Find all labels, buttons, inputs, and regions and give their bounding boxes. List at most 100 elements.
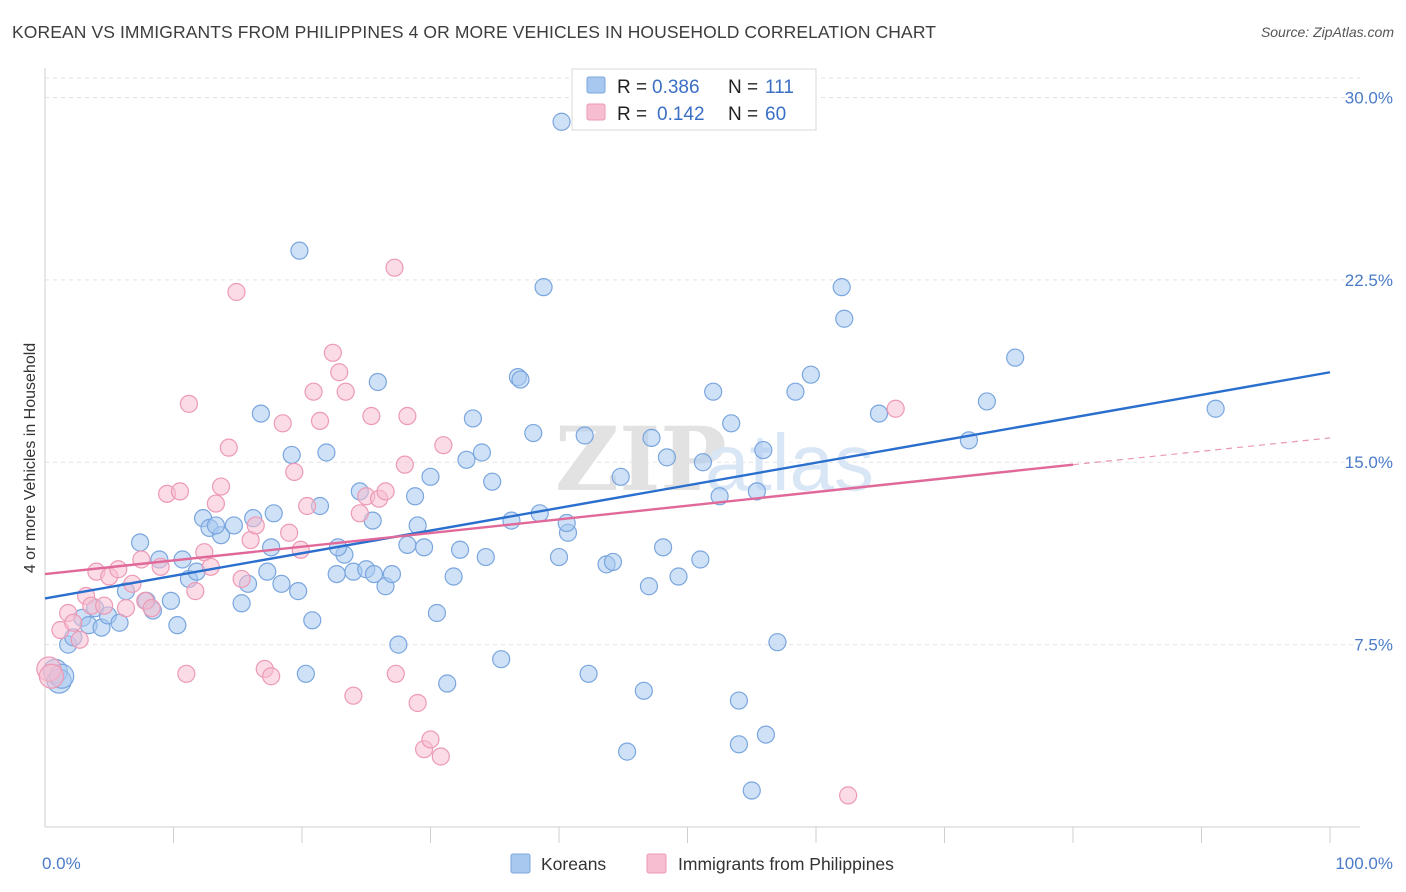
legend-swatch-koreans [510, 853, 531, 874]
y-tick-label-1: 15.0% [1345, 453, 1393, 472]
data-points [36, 112, 1225, 805]
korean-point-89 [669, 567, 688, 586]
korean-point-79 [579, 664, 598, 683]
korean-point-109 [1006, 348, 1025, 367]
korean-point-17 [168, 616, 187, 635]
korean-point-102 [786, 382, 805, 401]
korean-point-82 [611, 467, 630, 486]
korean-point-103 [801, 365, 820, 384]
korean-point-92 [704, 382, 723, 401]
korean-point-33 [272, 574, 291, 593]
korean-point-12 [130, 533, 150, 552]
korean-point-65 [476, 547, 495, 567]
philippines-point-34 [273, 414, 292, 433]
korean-point-38 [303, 611, 322, 630]
korean-point-35 [289, 582, 308, 601]
philippines-point-41 [323, 343, 342, 362]
korean-point-100 [756, 725, 775, 744]
korean-point-101 [768, 633, 787, 652]
philippines-point-42 [330, 363, 349, 382]
stats-n-value-1: 111 [765, 77, 794, 98]
korean-point-85 [639, 577, 659, 596]
korean-point-74 [549, 547, 569, 567]
korean-point-58 [427, 603, 447, 623]
philippines-point-22 [186, 582, 205, 601]
philippines-point-54 [408, 693, 427, 713]
watermark-atlas: atlas [705, 418, 874, 507]
stats-legend: R = 0.386 N = 111 R = 0.142 N = 60 [571, 68, 817, 131]
korean-point-110 [1206, 399, 1225, 418]
korean-point-29 [251, 404, 270, 423]
korean-point-86 [642, 428, 661, 448]
korean-point-105 [835, 309, 854, 328]
philippines-point-16 [142, 599, 161, 618]
philippines-point-44 [344, 686, 363, 705]
y-axis-label: 4 or more Vehicles in Household [22, 343, 39, 573]
philippines-point-59 [839, 786, 858, 805]
korean-point-32 [262, 538, 281, 557]
philippines-point-20 [177, 664, 196, 683]
korean-point-62 [457, 450, 476, 469]
philippines-point-47 [362, 406, 381, 426]
philippines-point-21 [179, 394, 199, 413]
korean-point-31 [264, 504, 283, 523]
korean-point-61 [450, 540, 470, 559]
korean-point-54 [405, 487, 425, 506]
korean-point-84 [634, 681, 653, 700]
philippines-point-28 [227, 282, 246, 302]
philippines-point-26 [211, 477, 231, 496]
philippines-point-35 [280, 523, 299, 542]
korean-point-41 [327, 564, 346, 584]
korean-point-77 [575, 426, 594, 445]
philippines-point-33 [262, 667, 281, 686]
korean-point-94 [722, 414, 741, 433]
korean-point-53 [398, 535, 417, 555]
philippines-point-4 [64, 613, 83, 632]
philippines-point-31 [246, 516, 265, 535]
korean-point-98 [747, 482, 766, 501]
philippines-point-58 [434, 436, 453, 455]
korean-point-57 [421, 467, 440, 486]
stats-swatch-philippines [586, 103, 606, 121]
philippines-point-45 [350, 504, 369, 523]
philippines-point-11 [109, 560, 128, 579]
korean-point-81 [603, 552, 623, 572]
x-tick-label-1: 100.0% [1335, 854, 1393, 873]
korean-point-71 [524, 423, 543, 443]
philippines-point-50 [385, 258, 404, 277]
stats-r-value-2: 0.142 [657, 104, 705, 125]
legend-label-philippines: Immigrants from Philippines [678, 854, 894, 874]
philippines-trend-line [44, 463, 1074, 576]
korean-point-104 [832, 278, 851, 297]
philippines-point-37 [291, 540, 310, 559]
korean-point-30 [258, 562, 277, 581]
korean-point-106 [869, 404, 889, 423]
korean-point-91 [693, 453, 713, 472]
korean-point-90 [691, 550, 710, 569]
korean-point-87 [653, 538, 673, 557]
korean-point-40 [317, 443, 336, 462]
korean-point-108 [977, 392, 997, 411]
stats-n-label-2: N = [728, 104, 758, 125]
korean-point-56 [414, 538, 434, 557]
legend-swatch-philippines [646, 853, 667, 874]
korean-point-93 [710, 487, 729, 506]
korean-point-83 [618, 742, 637, 761]
korean-point-95 [729, 691, 749, 710]
axes [44, 68, 1360, 843]
korean-point-52 [389, 635, 408, 654]
philippines-point-40 [310, 411, 330, 430]
philippines-point-53 [398, 406, 417, 426]
korean-point-97 [742, 781, 761, 800]
korean-trend-line [44, 371, 1331, 600]
korean-point-26 [232, 594, 251, 613]
philippines-point-27 [219, 438, 238, 457]
korean-point-16 [161, 591, 181, 610]
philippines-point-9 [95, 596, 114, 615]
y-tick-label-3: 30.0% [1345, 88, 1393, 107]
korean-point-59 [438, 674, 457, 693]
philippines-point-56 [421, 730, 440, 749]
stats-r-label-2: R = [617, 104, 647, 125]
y-tick-label-2: 22.5% [1345, 271, 1393, 290]
korean-point-36 [296, 664, 315, 683]
